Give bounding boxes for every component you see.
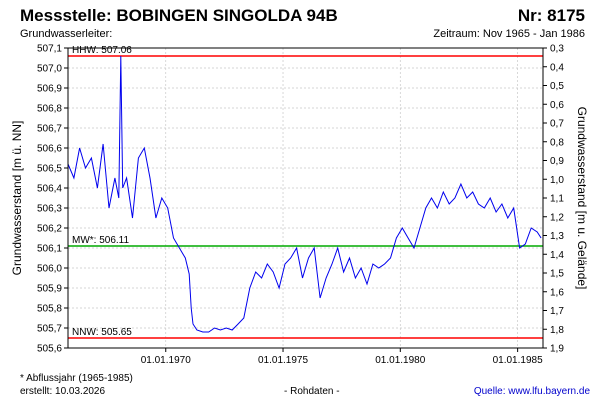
y-tick-label: 506,6 bbox=[37, 144, 62, 155]
period-label: Zeitraum: Nov 1965 - Jan 1986 bbox=[433, 28, 585, 40]
data-type-label: - Rohdaten - bbox=[284, 386, 340, 397]
source-link[interactable]: Quelle: www.lfu.bayern.de bbox=[473, 386, 590, 397]
y-tick-label: 507,0 bbox=[37, 64, 62, 75]
footnote: * Abflussjahr (1965-1985) bbox=[20, 373, 133, 384]
station-title: Messstelle: BOBINGEN SINGOLDA 94B bbox=[20, 6, 338, 25]
y-tick-label: 506,2 bbox=[37, 224, 62, 235]
y2-tick-label: 0,5 bbox=[550, 81, 564, 92]
y-tick-label: 506,1 bbox=[37, 244, 62, 255]
y2-tick-label: 1,3 bbox=[550, 231, 564, 242]
y2-tick-label: 1,8 bbox=[550, 325, 564, 336]
y2-tick-label: 1,7 bbox=[550, 306, 564, 317]
y-tick-label: 506,4 bbox=[37, 184, 62, 195]
x-tick-label: 01.01.1975 bbox=[258, 355, 308, 366]
y2-tick-label: 1,0 bbox=[550, 175, 564, 186]
y-tick-label: 506,5 bbox=[37, 164, 62, 175]
y-tick-label: 506,7 bbox=[37, 124, 62, 135]
plot-frame bbox=[67, 47, 544, 349]
y2-tick-label: 0,4 bbox=[550, 62, 564, 73]
y-tick-label: 506,3 bbox=[37, 204, 62, 215]
y2-tick-label: 1,4 bbox=[550, 250, 564, 261]
groundwater-level-series bbox=[67, 55, 542, 333]
y2-tick-label: 1,5 bbox=[550, 269, 564, 280]
y2-tick-label: 0,3 bbox=[550, 44, 564, 55]
station-number: Nr: 8175 bbox=[517, 6, 585, 25]
reference-line-label: MW*: 506.11 bbox=[72, 235, 129, 246]
y2-tick-label: 1,2 bbox=[550, 212, 564, 223]
y-axis-label: Grundwasserstand [m ü. NN] bbox=[10, 121, 24, 276]
reference-line-label: HHW: 507.06 bbox=[72, 45, 132, 56]
aquifer-label: Grundwasserleiter: bbox=[20, 28, 113, 40]
y2-tick-label: 0,8 bbox=[550, 137, 564, 148]
x-tick-label: 01.01.1980 bbox=[375, 355, 425, 366]
reference-line-label: NNW: 505.65 bbox=[72, 327, 132, 338]
y2-tick-label: 0,6 bbox=[550, 100, 564, 111]
y-tick-label: 506,9 bbox=[37, 84, 62, 95]
y2-tick-label: 1,9 bbox=[550, 344, 564, 355]
x-tick-label: 01.01.1970 bbox=[141, 355, 191, 366]
y2-tick-label: 1,1 bbox=[550, 194, 564, 205]
y2-tick-label: 0,7 bbox=[550, 119, 564, 130]
y-tick-label: 505,6 bbox=[37, 344, 62, 355]
y2-tick-label: 0,9 bbox=[550, 156, 564, 167]
y-tick-label: 505,7 bbox=[37, 324, 62, 335]
y2-tick-label: 1,6 bbox=[550, 287, 564, 298]
y-tick-label: 505,8 bbox=[37, 304, 62, 315]
y-tick-label: 505,9 bbox=[37, 284, 62, 295]
y-tick-label: 506,8 bbox=[37, 104, 62, 115]
created-date: erstellt: 10.03.2026 bbox=[20, 386, 106, 397]
y2-axis-label: Grundwasserstand [m u. Gelände] bbox=[575, 107, 589, 290]
x-tick-label: 01.01.1985 bbox=[493, 355, 543, 366]
y-tick-label: 506,0 bbox=[37, 264, 62, 275]
y-tick-label: 507,1 bbox=[37, 44, 62, 55]
